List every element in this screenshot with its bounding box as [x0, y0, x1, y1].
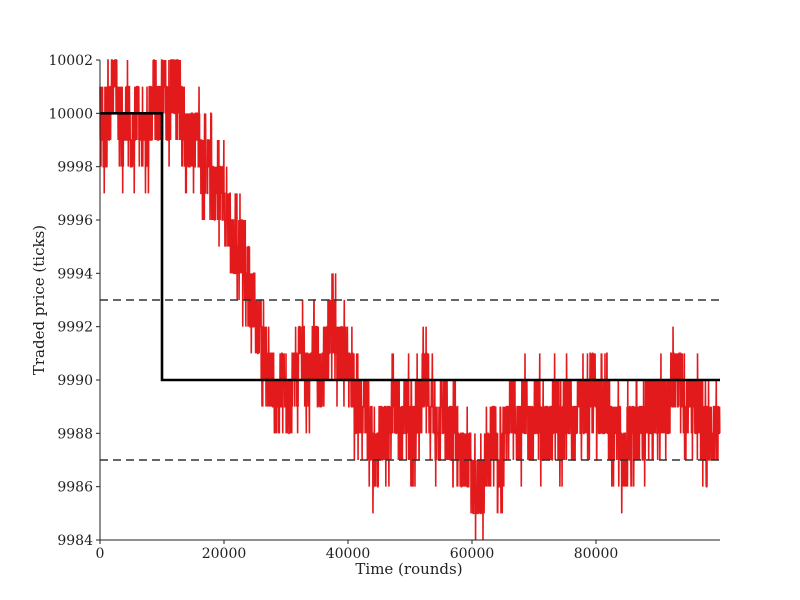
x-tick-label: 0 [96, 546, 105, 562]
y-tick-label: 9990 [57, 373, 93, 389]
y-tick-label: 9986 [57, 480, 93, 496]
y-tick-label: 9992 [57, 320, 93, 336]
y-tick-label: 9988 [57, 426, 93, 442]
y-tick-label: 9996 [57, 213, 93, 229]
y-tick-label: 10002 [48, 53, 93, 69]
y-axis-label: Traded price (ticks) [30, 225, 48, 375]
x-tick-label: 60000 [450, 546, 495, 562]
x-axis-label: Time (rounds) [355, 560, 462, 578]
plot-area [99, 59, 721, 541]
y-tick-label: 9998 [57, 160, 93, 176]
y-tick-label: 10000 [48, 106, 93, 122]
y-tick-label: 9994 [57, 266, 93, 282]
y-tick-label: 9984 [57, 533, 93, 549]
traded-price-line [99, 59, 721, 541]
x-tick-label: 20000 [202, 546, 247, 562]
fundamental-price-line [100, 112, 720, 382]
y-tick-labels: 9984 9986 9988 9990 9992 9994 9996 9998 10000 100… [48, 53, 93, 549]
axes [96, 59, 720, 544]
x-tick-label: 80000 [574, 546, 619, 562]
x-tick-label: 40000 [326, 546, 371, 562]
x-tick-labels: 0 20000 40000 60000 80000 [96, 546, 619, 562]
